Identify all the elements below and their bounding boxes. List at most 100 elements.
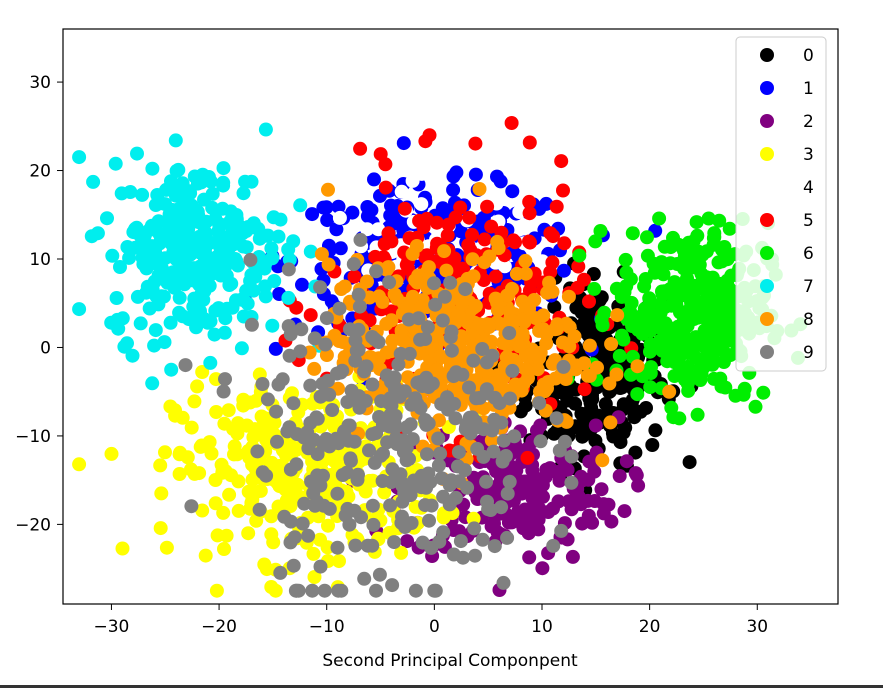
legend-marker [760,81,774,95]
point [372,567,387,582]
legend: 0 1 2 3 4 5 6 7 8 9 [735,36,827,372]
point [365,538,380,553]
legend-marker [760,246,774,260]
point [688,284,702,299]
point [427,583,442,598]
point [587,464,602,479]
point [618,420,633,435]
point [668,354,683,369]
point [520,450,535,465]
point [462,210,477,225]
point [255,377,270,391]
legend-marker [760,147,774,161]
point [208,303,223,318]
point [518,398,533,413]
point [351,287,366,302]
point [689,215,704,230]
point [625,319,640,333]
point [244,174,259,189]
point [411,311,426,326]
point [466,353,481,368]
point [343,322,357,337]
point [209,405,224,419]
point [280,424,295,439]
point [449,165,464,180]
point [609,281,624,296]
point [437,289,452,304]
point [164,362,179,377]
point [708,337,723,352]
point [408,583,423,598]
point [351,467,365,482]
point [325,403,340,417]
point [748,399,763,414]
point [213,217,228,232]
point [298,260,313,275]
point [259,228,274,243]
point [394,184,409,199]
point [643,366,658,381]
point [151,297,166,312]
point [393,346,408,361]
point [203,355,218,370]
point [360,222,375,237]
point [286,558,301,573]
point [685,257,699,272]
point [721,325,736,340]
point [722,221,737,236]
point [546,538,561,553]
point [207,327,222,342]
point [414,197,429,212]
point [547,299,562,314]
point [588,234,603,249]
point [425,376,440,391]
point [396,433,411,448]
point [271,377,286,392]
point [495,454,510,469]
point [477,255,492,270]
point [155,261,169,276]
point [318,337,333,352]
point [271,229,286,244]
point [329,222,344,237]
x-axis: −30 −20 −10 0 10 20 30 [93,604,768,637]
point [701,211,716,226]
point [205,186,220,201]
point [486,444,501,459]
point [215,201,230,216]
point [202,278,217,293]
point [270,434,284,449]
point [277,509,292,524]
legend-label: 8 [803,310,814,330]
point [269,404,284,419]
point [282,348,297,363]
point [399,420,414,435]
point [368,249,383,264]
point [314,247,329,262]
point [230,426,245,441]
point [281,290,296,305]
point [640,230,654,245]
point [135,187,150,202]
point [532,396,547,411]
point [564,475,579,490]
legend-label: 0 [803,46,814,66]
point [303,378,318,393]
point [216,175,231,190]
point [430,362,445,377]
point [575,516,590,531]
point [281,319,296,334]
point [625,226,640,241]
point [177,214,192,229]
point [171,269,186,284]
point [320,373,335,388]
point [436,510,451,525]
point [353,232,368,247]
point [631,478,646,493]
point [216,384,231,399]
point [250,444,265,459]
point [367,455,382,470]
point [400,300,415,315]
point [522,135,537,150]
point [279,493,294,508]
